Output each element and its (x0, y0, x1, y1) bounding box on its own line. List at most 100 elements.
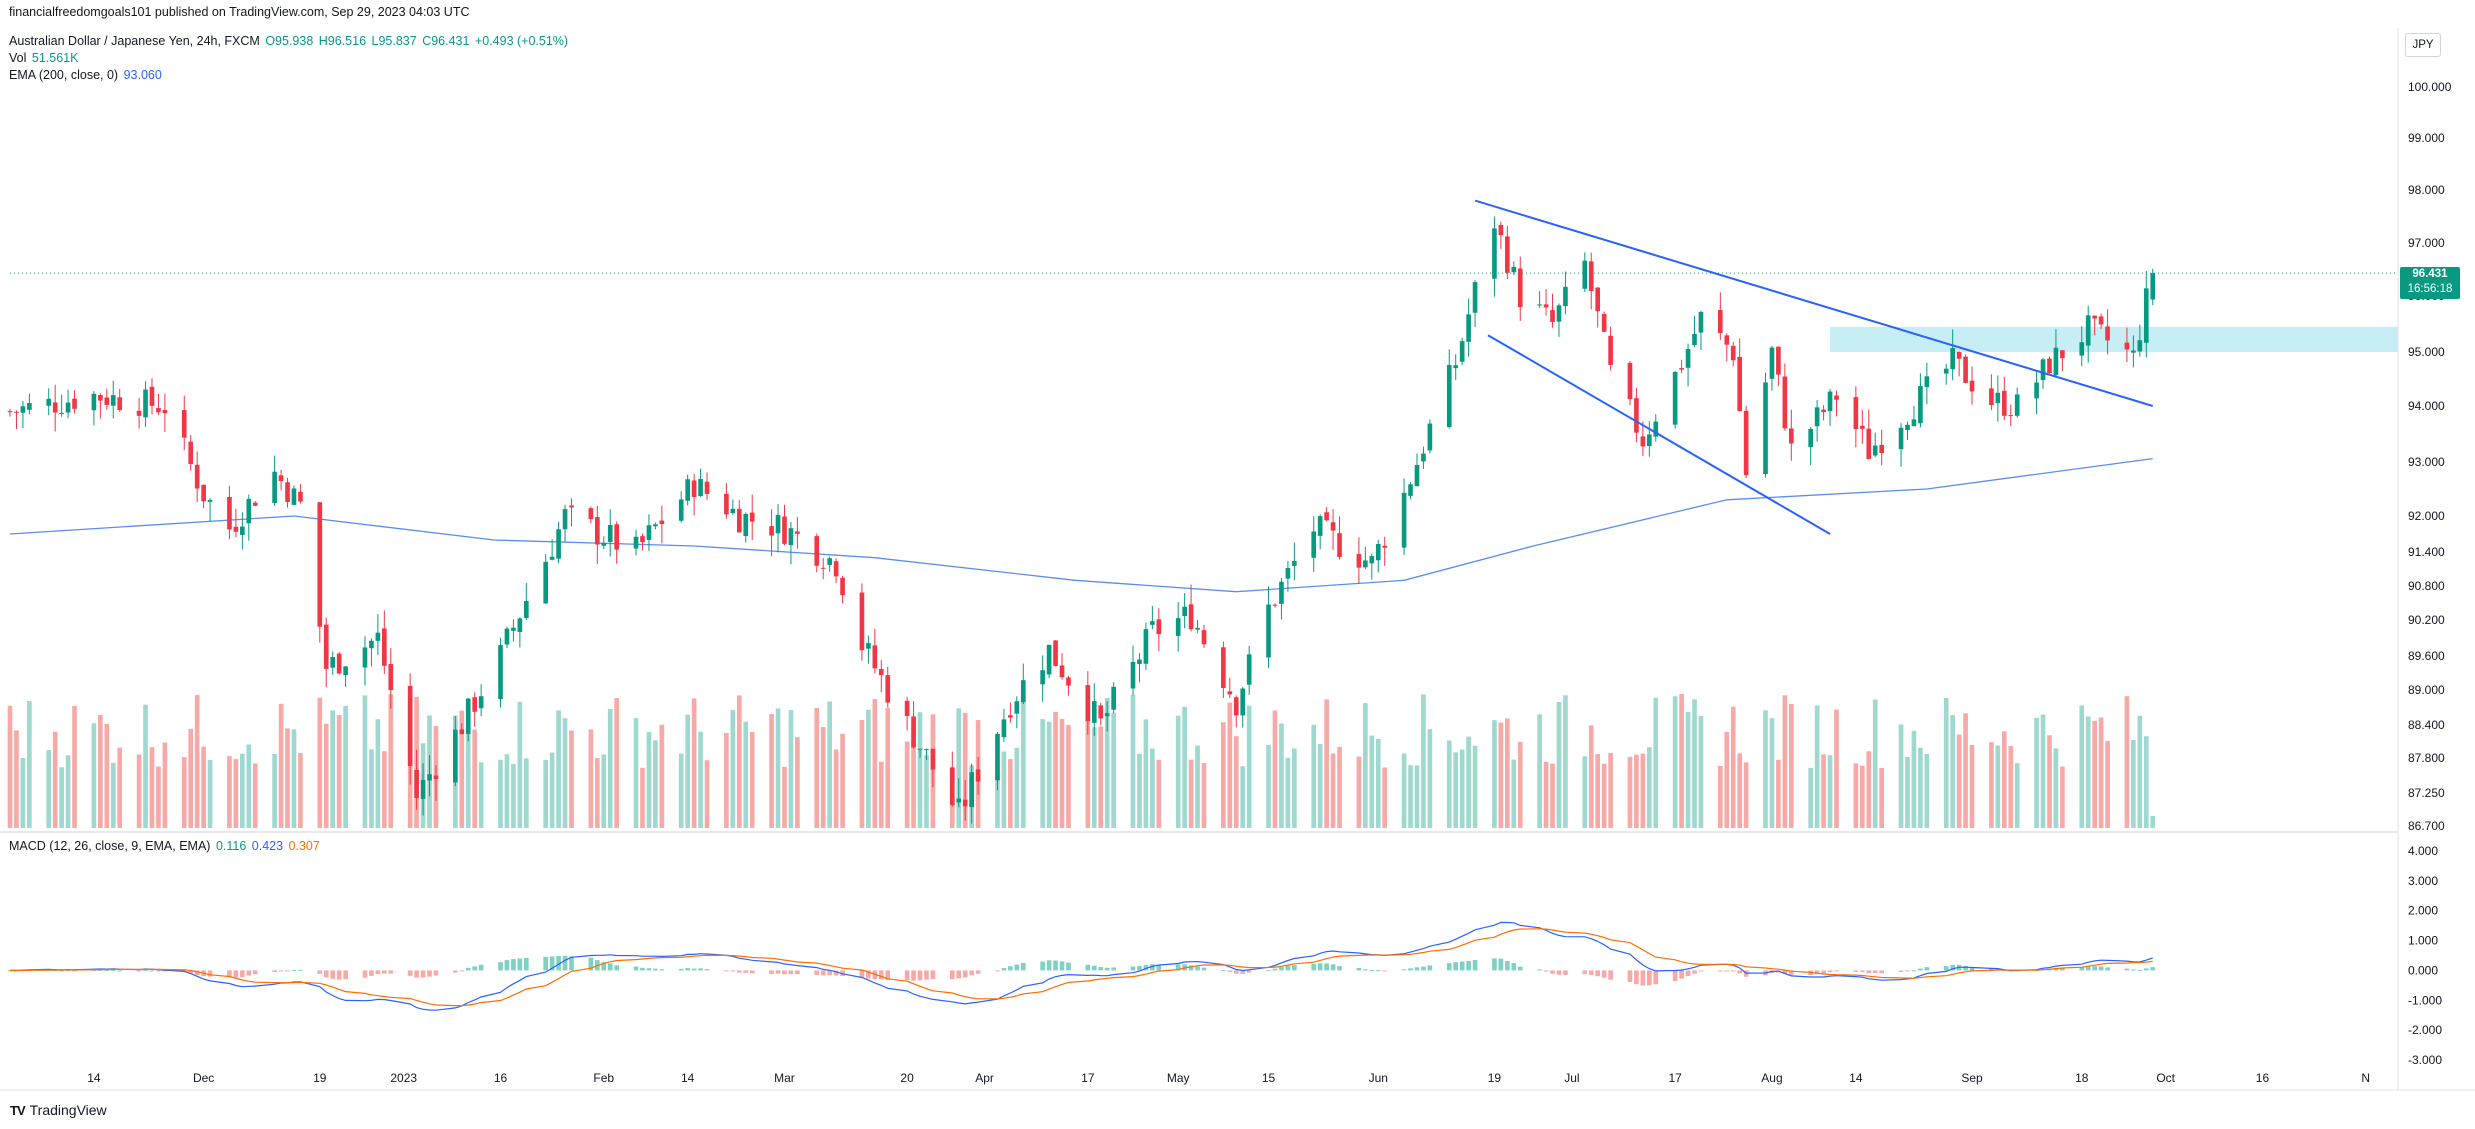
time-axis[interactable]: 14 Dec 19 2023 16 Feb 14 Mar 20 Apr 17 May 15 Jun 19 Ju… (87, 1071, 2370, 1085)
macd-tick-label: 2.000 (2408, 904, 2438, 918)
volume-bar (1233, 736, 1239, 828)
volume-bar (1008, 759, 1013, 828)
macd-histogram-bar (407, 970, 413, 976)
volume-bar (27, 701, 32, 828)
candle-body (420, 779, 426, 799)
volume-bar (1763, 710, 1768, 828)
macd-histogram-bar (453, 970, 458, 973)
volume-bar (52, 731, 58, 828)
candle-body (1743, 410, 1749, 476)
volume-bar (1137, 753, 1142, 828)
macd-histogram-bar (1337, 966, 1342, 971)
candle-body (91, 393, 97, 411)
volume-bar (149, 747, 155, 828)
volume-bar (20, 757, 26, 828)
ema-legend[interactable]: EMA (200, close, 0) 93.060 (9, 68, 164, 82)
volume-bar (1692, 699, 1697, 828)
macd-line-value: 0.423 (251, 839, 284, 853)
change-value: +0.493 (+0.51%) (474, 34, 569, 48)
currency-button[interactable]: JPY (2405, 33, 2441, 57)
volume-bar (614, 698, 620, 828)
macd-histogram-bar (749, 970, 755, 974)
candle-body (1020, 680, 1026, 703)
volume-bar (343, 705, 348, 828)
tradingview-logo[interactable]: TV TradingView (10, 1102, 107, 1118)
volume-bar (1989, 742, 1994, 828)
volume-bar (736, 695, 742, 828)
volume-bar (633, 718, 639, 828)
macd-histogram-bar (1104, 967, 1110, 971)
volume-bar (840, 733, 845, 828)
volume-bar (562, 718, 568, 828)
candle-body (601, 543, 607, 546)
support-zone[interactable] (1830, 326, 2398, 352)
symbol-legend[interactable]: Australian Dollar / Japanese Yen, 24h, F… (9, 34, 570, 48)
candle-body (1375, 544, 1381, 561)
candle-body (1492, 228, 1497, 279)
candle-body (427, 774, 432, 781)
candle-body (278, 475, 284, 482)
macd-histogram-bar (1595, 970, 1601, 977)
time-tick-label: Jul (1564, 1071, 1579, 1085)
candle-body (653, 524, 658, 527)
candle-body (2150, 273, 2156, 300)
macd-histogram-bar (188, 970, 194, 974)
candle-body (1279, 581, 1284, 604)
volume-bar (110, 762, 116, 828)
volume-bar (1111, 712, 1116, 828)
volume-bar (1743, 762, 1749, 828)
macd-histogram-bar (1156, 964, 1162, 971)
volume-bar (1408, 765, 1413, 828)
volume-bar (1672, 696, 1678, 828)
candle-body (1672, 371, 1678, 425)
volume-bar (1085, 698, 1091, 828)
last-price-value: 96.431 (2412, 268, 2448, 280)
volume-bar (362, 695, 368, 828)
trendlines[interactable] (1474, 199, 2154, 535)
candle-body (1285, 568, 1291, 579)
ema-label: EMA (200, close, 0) (9, 68, 119, 82)
macd-histogram-bar (2131, 969, 2136, 971)
time-tick-label: Oct (2156, 1071, 2175, 1085)
candle-body (59, 412, 64, 414)
brand-name: TradingView (29, 1102, 107, 1118)
price-tick-label: 87.250 (2408, 786, 2445, 800)
macd-histogram-bar (162, 970, 168, 972)
macd-histogram-bar (1137, 965, 1142, 971)
zone-rect (1830, 326, 2398, 352)
candle-body (614, 524, 620, 550)
candle-body (459, 729, 465, 735)
macd-histogram-bar (1911, 970, 1917, 972)
volume-bar (2137, 715, 2143, 828)
candle-body (1918, 386, 1923, 424)
macd-histogram-bar (1046, 960, 1052, 971)
macd-histogram-bar (207, 970, 213, 977)
macd-histogram-bar (1634, 970, 1639, 985)
volume-bar (1104, 697, 1110, 828)
macd-histogram-bar (472, 966, 478, 971)
macd-histogram-bar (2098, 966, 2104, 971)
macd-histogram-bar (504, 960, 510, 971)
time-tick-label: N (2361, 1071, 2370, 1085)
candle-body (382, 628, 387, 666)
price-tick-label: 88.400 (2408, 718, 2445, 732)
volume-bar (524, 758, 529, 828)
volume-bar (1427, 729, 1433, 828)
volume-bar (1595, 754, 1601, 828)
candle-body (1272, 604, 1278, 606)
volume-bar (272, 754, 277, 828)
macd-histogram-bar (1827, 970, 1833, 973)
volume-bar (859, 720, 865, 828)
macd-legend[interactable]: MACD (12, 26, close, 9, EMA, EMA) 0.116 … (9, 839, 322, 853)
macd-histogram-bar (498, 962, 503, 971)
candle-body (562, 509, 568, 530)
macd-histogram-bar (698, 968, 703, 971)
macd-histogram-bar (1969, 967, 1975, 971)
volume-legend[interactable]: Vol 51.561K (9, 51, 80, 65)
candle-body (1730, 345, 1736, 361)
macd-histogram-bar (1175, 964, 1181, 971)
price-tick-label: 91.400 (2408, 545, 2445, 559)
macd-histogram-bar (1421, 966, 1426, 971)
macd-histogram-bar (117, 970, 123, 972)
